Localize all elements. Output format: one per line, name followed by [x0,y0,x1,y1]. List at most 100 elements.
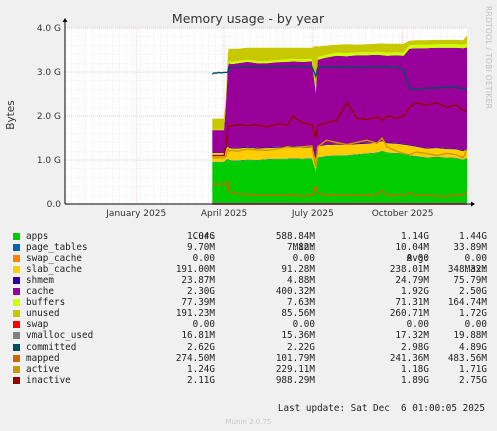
legend-avg: 1.89G [401,374,429,386]
legend-min: 2.22G [287,341,315,353]
y-axis-arrow [62,18,68,22]
legend-header: Cur: Min: Avg: Max: [13,220,487,275]
memory-chart: Memory usage - by year Bytes RRDTOOL / T… [5,6,493,219]
legend-max: 348.32M [447,264,487,276]
legend-min: 988.29M [275,374,315,386]
legend-swatch [13,255,20,263]
area-unused [212,35,467,130]
line-committed [211,65,467,90]
legend-avg: 24.79M [395,275,429,287]
legend-row-committed: committed 2.62G 2.22G 2.98G 4.89G [13,342,487,353]
legend-cur: 77.39M [181,297,215,309]
legend-avg: 238.01M [389,264,429,276]
legend-cur: 191.23M [175,308,215,320]
x-tick-label: July 2025 [291,209,334,219]
legend-row-buffers: buffers 77.39M 7.63M 71.31M 164.74M [13,297,487,308]
legend-cur: 16.81M [181,330,215,342]
legend-min: 400.32M [275,286,315,298]
legend-max: 0.00 [464,253,487,265]
legend-max: 33.89M [453,242,487,254]
legend-avg: 241.36M [389,352,429,364]
legend-avg: 10.04M [395,242,429,254]
legend-min: 0.00 [292,319,315,331]
x-tick-label: October 2025 [372,209,434,219]
legend-min: 7.63M [287,297,315,309]
chart-title: Memory usage - by year [172,11,325,26]
legend-name: swap [26,319,49,331]
area-shmem [212,140,467,160]
legend-max: 2.50G [459,286,487,298]
x-tick-label: April 2025 [201,209,247,219]
legend-table: Cur: Min: Avg: Max: apps 1.04G 588.84M 1.14… [13,220,487,386]
legend-swatch [13,244,20,252]
legend-max: 483.56M [447,352,487,364]
legend-cur: 0.00 [192,253,215,265]
legend-row-page-tables: page_tables 9.70M 7.82M 10.04M 33.89M [13,242,487,253]
legend-swatch [13,288,20,296]
legend-cur: 191.00M [175,264,215,276]
header-cur: Cur: [192,231,215,243]
line-inactive [212,101,468,157]
legend-swatch [13,354,20,362]
legend-name: apps [26,231,49,243]
legend-swatch [13,332,20,340]
stacked-areas [212,35,467,204]
legend-cur: 274.50M [175,352,215,364]
legend-row-cache: cache 2.30G 400.32M 1.92G 2.50G [13,286,487,297]
header-max: Max: [464,264,487,276]
legend-row-swap-cache: swap_cache 0.00 0.00 0.00 0.00 [13,253,487,264]
legend-row-vmalloc-used: vmalloc_used 16.81M 15.36M 17.32M 19.88M [13,330,487,341]
legend-avg: 0.00 [406,253,429,265]
legend-cur: 2.30G [187,286,215,298]
legend-name: swap_cache [26,253,82,265]
legend-avg: 0.00 [406,319,429,331]
legend-row-inactive: inactive 2.11G 988.29M 1.89G 2.75G [13,375,487,386]
legend-avg: 2.98G [401,341,429,353]
legend-row-mapped: mapped 274.50M 101.79M 241.36M 483.56M [13,353,487,364]
legend-cur: 0.00 [192,319,215,331]
y-axis-label: Bytes [5,100,17,129]
line-active [212,136,468,167]
last-update-text: Last update: Sat Dec 6 01:00:05 2025 [277,403,485,414]
legend-name: inactive [26,374,71,386]
legend-cur: 2.11G [187,374,215,386]
legend-swatch [13,233,20,241]
legend-swatch [13,376,20,384]
legend-max: 4.89G [459,341,487,353]
legend-row-apps: apps 1.04G 588.84M 1.14G 1.44G [13,231,487,242]
y-tick-label: 0.0 [47,200,62,210]
legend-cur: 1.24G [187,363,215,375]
legend-row-swap: swap 0.00 0.00 0.00 0.00 [13,319,487,330]
legend-avg: 1.18G [401,363,429,375]
legend-max: 75.79M [453,275,487,287]
legend-swatch [13,321,20,329]
legend-max: 1.71G [459,363,487,375]
legend-name: cache [26,286,54,298]
area-cache [212,47,467,159]
legend-swatch [13,299,20,307]
legend-cur: 9.70M [187,242,215,254]
legend-max: 0.00 [464,319,487,331]
y-tick-label: 4.0 G [37,24,61,34]
legend-swatch [13,343,20,351]
legend-swatch [13,365,20,373]
legend-min: 91.28M [281,264,315,276]
x-tick-label: January 2025 [105,209,166,219]
legend-row-slab-cache: slab_cache 191.00M 91.28M 238.01M 348.32M [13,264,487,275]
y-tick-label: 3.0 G [37,68,61,78]
legend-name: active [26,363,60,375]
legend-avg: 71.31M [395,297,429,309]
legend-swatch [13,277,20,285]
legend-min: 101.79M [275,352,315,364]
legend-swatch [13,310,20,318]
x-axis-arrow [471,201,475,207]
axes: 0.0 1.0 G 2.0 G 3.0 G 4.0 G January 2025 April… [37,18,475,219]
legend-name: shmem [26,275,54,287]
legend-name: buffers [26,297,66,309]
legend-min: 229.11M [275,363,315,375]
legend-max: 1.44G [459,231,487,243]
legend-min: 7.82M [287,242,315,254]
y-tick-label: 2.0 G [37,112,61,122]
legend-row-shmem: shmem 23.87M 4.88M 24.79M 75.79M [13,275,487,286]
legend-cur: 1.04G [187,231,215,243]
